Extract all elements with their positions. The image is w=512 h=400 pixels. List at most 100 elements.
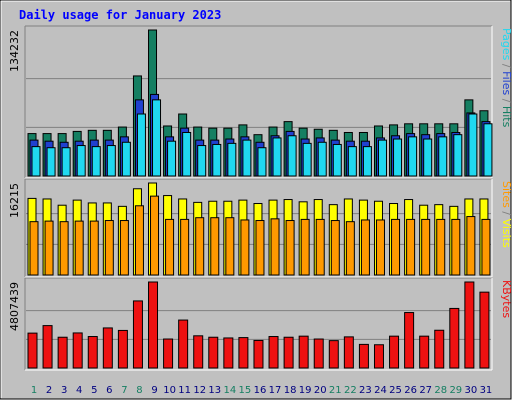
bar-pages-day-6: [106, 145, 116, 177]
bar-kbytes-day-26: [404, 312, 415, 369]
bar-sites-day-27: [421, 218, 431, 276]
bar-kbytes-day-16: [253, 339, 264, 369]
bar-sites-day-6: [104, 220, 114, 276]
ymax-label-kbytes: 4807439: [8, 282, 21, 331]
x-tick-label-day-29: 29: [449, 385, 462, 396]
bar-pages-day-9: [152, 99, 162, 177]
bar-pages-day-13: [212, 143, 222, 177]
x-tick-label-day-16: 16: [254, 385, 267, 396]
bar-kbytes-day-11: [178, 319, 189, 369]
x-tick-label-day-8: 8: [136, 385, 142, 396]
bar-sites-day-29: [451, 218, 461, 276]
legend-kbytes: KBytes: [500, 280, 512, 318]
legend-pages-files-hits: Pages / Files / Hits: [500, 28, 512, 128]
chart-panels: 134232 Pages / Files / Hits 16215 Sites / V…: [8, 25, 512, 371]
x-tick-label-day-12: 12: [193, 385, 206, 396]
bar-kbytes-day-5: [87, 336, 98, 369]
x-tick-label-day-2: 2: [46, 385, 52, 396]
bar-sites-day-9: [150, 195, 160, 276]
bar-sites-day-21: [330, 220, 340, 276]
x-tick-label-day-9: 9: [151, 385, 157, 396]
x-tick-label-day-7: 7: [121, 385, 127, 396]
bar-pages-day-22: [347, 146, 357, 177]
x-tick-label-day-5: 5: [91, 385, 97, 396]
bar-sites-day-3: [59, 221, 69, 276]
bar-kbytes-day-14: [223, 337, 234, 369]
bar-sites-day-17: [270, 218, 280, 276]
bar-sites-day-22: [345, 221, 355, 276]
panel-pages-files-hits: 134232 Pages / Files / Hits: [8, 25, 512, 179]
bar-kbytes-day-19: [298, 335, 309, 369]
bar-kbytes-day-9: [148, 281, 159, 369]
bar-kbytes-day-29: [449, 307, 460, 369]
bar-sites-day-12: [195, 217, 205, 276]
bar-kbytes-day-12: [193, 335, 204, 369]
bar-kbytes-day-23: [358, 343, 369, 369]
x-tick-label-day-17: 17: [269, 385, 282, 396]
bar-sites-day-4: [74, 220, 84, 276]
bar-kbytes-day-25: [389, 335, 400, 369]
x-tick-label-day-6: 6: [106, 385, 112, 396]
chart-title: Daily usage for January 2023: [19, 8, 221, 22]
panel-sites-visits: 16215 Sites / Visits: [8, 178, 512, 278]
bar-pages-day-23: [362, 146, 372, 177]
bar-sites-day-28: [436, 218, 446, 276]
x-tick-label-day-21: 21: [329, 385, 342, 396]
bar-sites-day-16: [255, 220, 265, 276]
bar-pages-day-1: [31, 146, 41, 177]
x-tick-label-day-18: 18: [284, 385, 297, 396]
x-tick-label-day-20: 20: [314, 385, 327, 396]
legend-sites-visits: Sites / Visits: [500, 181, 512, 248]
legend-part-pages-files-hits-0: Pages: [500, 28, 512, 61]
bar-sites-day-14: [225, 217, 235, 276]
bar-pages-day-31: [483, 123, 493, 177]
bar-pages-day-2: [46, 147, 56, 177]
bar-kbytes-day-4: [72, 332, 83, 369]
bar-pages-day-16: [257, 147, 267, 177]
bar-kbytes-day-15: [238, 337, 249, 369]
x-tick-label-day-15: 15: [239, 385, 252, 396]
bar-sites-day-13: [210, 217, 220, 276]
x-tick-label-day-4: 4: [76, 385, 82, 396]
bar-kbytes-day-8: [132, 300, 143, 369]
bar-pages-day-19: [302, 142, 312, 177]
bar-sites-day-31: [481, 218, 491, 276]
bar-kbytes-day-27: [419, 335, 430, 369]
legend-part-pages-files-hits-4: Hits: [500, 106, 512, 128]
bar-kbytes-day-22: [343, 336, 354, 369]
legend-part-sites-visits-0: Sites: [500, 181, 512, 208]
bar-pages-day-14: [227, 142, 237, 177]
x-tick-label-day-30: 30: [465, 385, 478, 396]
bar-pages-day-21: [332, 143, 342, 177]
bar-kbytes-day-24: [373, 344, 384, 369]
bar-kbytes-day-2: [42, 325, 53, 369]
bar-pages-day-15: [242, 139, 252, 177]
bar-pages-day-26: [408, 136, 418, 177]
x-axis-ticks: 1 2 3 4 5 6 7 8 9 10 11 12 13 14 15 16 17 18 19 20 21 22 23 24 2…: [31, 385, 492, 396]
bar-pages-day-29: [453, 134, 463, 177]
bar-pages-day-8: [136, 113, 146, 177]
x-tick-label-day-3: 3: [61, 385, 67, 396]
x-tick-label-day-26: 26: [404, 385, 417, 396]
bar-sites-day-7: [119, 220, 129, 276]
ymax-label-pages-files-hits: 134232: [8, 30, 21, 72]
bar-sites-day-5: [89, 220, 99, 276]
x-tick-label-day-19: 19: [299, 385, 312, 396]
bar-pages-day-11: [182, 131, 192, 177]
bar-pages-day-20: [317, 141, 327, 177]
x-tick-label-day-28: 28: [434, 385, 447, 396]
bar-sites-day-25: [391, 218, 401, 276]
bar-kbytes-day-28: [434, 329, 445, 369]
bar-kbytes-day-3: [57, 336, 68, 369]
bar-sites-day-19: [300, 218, 310, 276]
x-tick-label-day-25: 25: [389, 385, 402, 396]
legend-part-sites-visits-2: Visits: [500, 219, 512, 248]
bar-sites-day-15: [240, 219, 250, 276]
bar-kbytes-day-30: [464, 281, 475, 369]
bar-sites-day-24: [375, 219, 385, 276]
x-tick-label-day-24: 24: [374, 385, 387, 396]
x-tick-label-day-22: 22: [344, 385, 357, 396]
bar-pages-day-24: [377, 139, 387, 177]
bar-pages-day-18: [287, 135, 297, 177]
x-tick-label-day-11: 11: [178, 385, 191, 396]
